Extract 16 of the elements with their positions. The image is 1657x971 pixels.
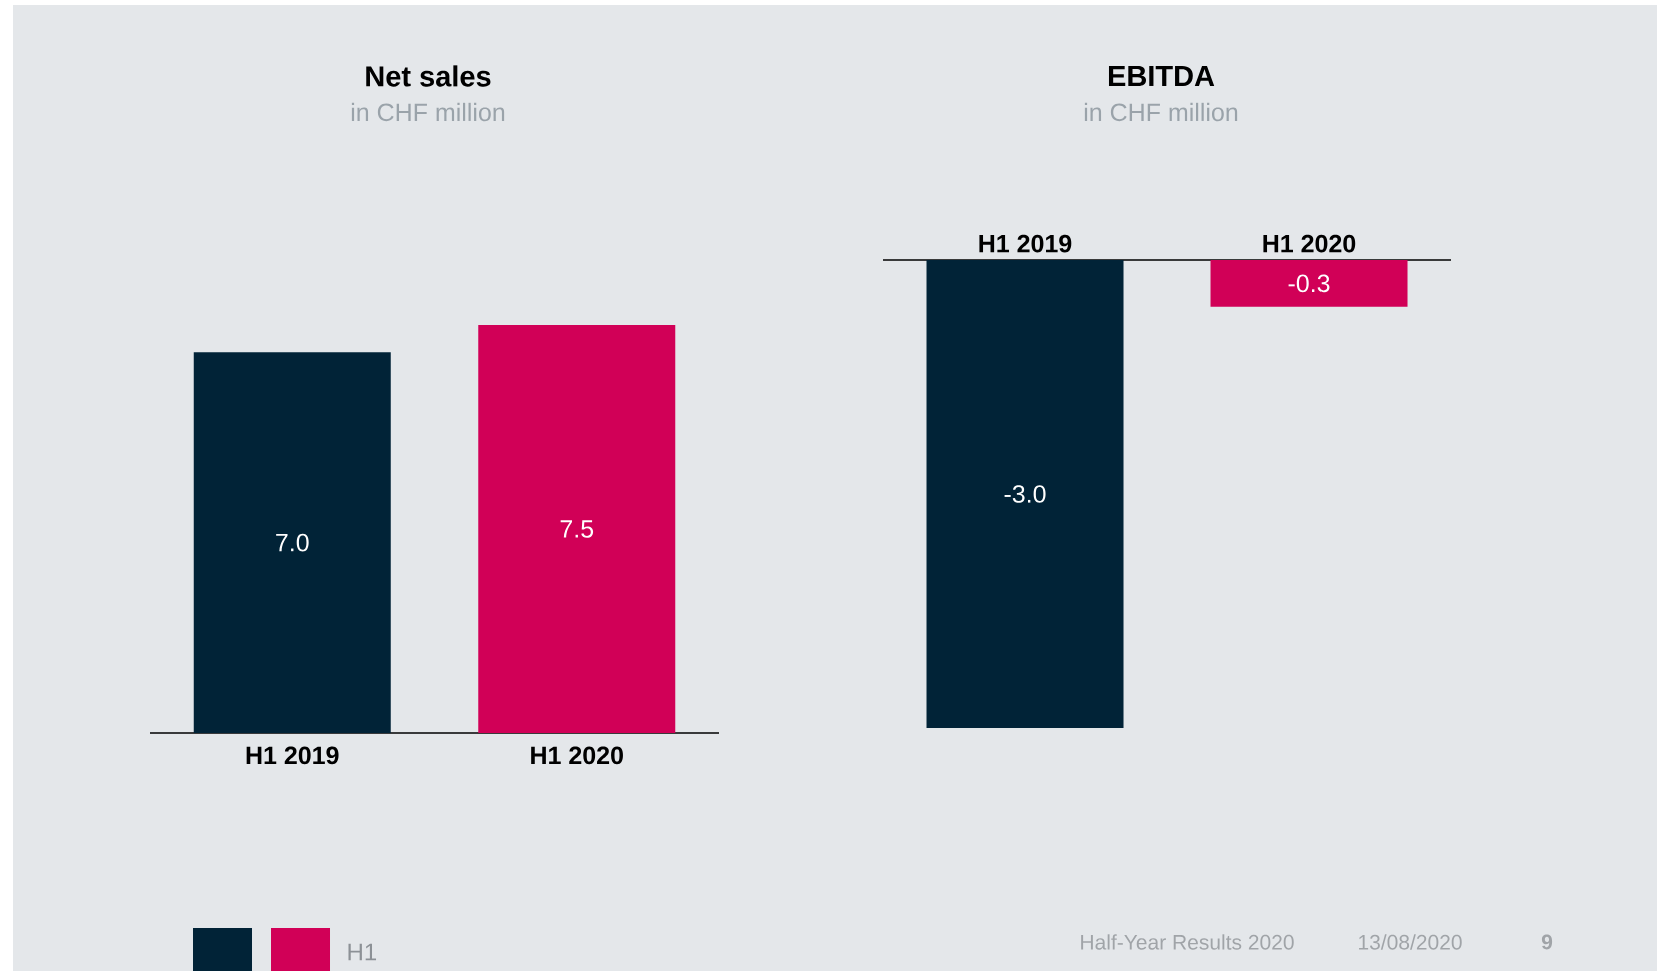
x-tick-label: H1 2019 bbox=[246, 746, 339, 765]
chart-subtitle: in CHF million bbox=[1084, 102, 1238, 122]
data-label: 7.5 bbox=[560, 520, 594, 538]
chart-subtitle: in CHF million bbox=[351, 102, 505, 122]
data-label: -0.3 bbox=[1288, 274, 1330, 293]
x-tick-label: H1 2020 bbox=[1263, 234, 1356, 253]
data-label: -3.0 bbox=[1004, 485, 1046, 503]
text: 9 bbox=[1541, 934, 1553, 950]
x-tick-label: H1 2020 bbox=[531, 746, 623, 765]
text: Half-Year Results 2020 bbox=[1081, 934, 1294, 950]
x-tick-label: H1 2019 bbox=[979, 234, 1072, 253]
text: 13/08/2020 bbox=[1359, 934, 1462, 950]
legend-label: H1 bbox=[348, 943, 377, 961]
data-label: 7.0 bbox=[276, 533, 309, 552]
chart-title: Net sales bbox=[366, 65, 491, 87]
chart-title: EBITDA bbox=[1108, 66, 1215, 86]
